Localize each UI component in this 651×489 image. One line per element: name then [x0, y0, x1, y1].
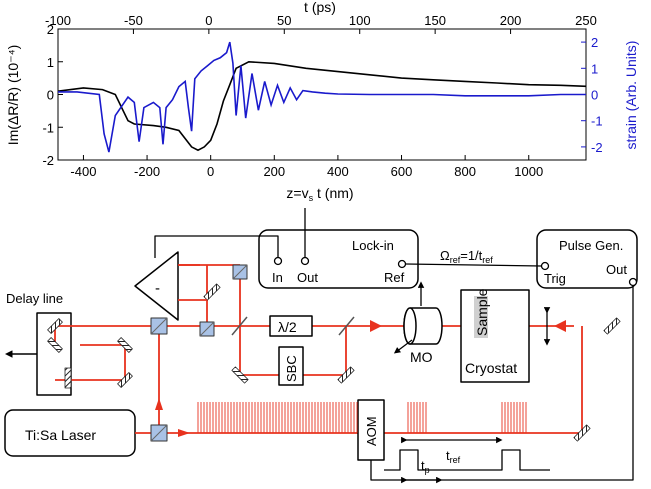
- lockin-ref-label: Ref: [384, 270, 405, 285]
- omega-label: Ωref=1/tref: [440, 248, 493, 265]
- top-tick-label: -50: [124, 13, 143, 28]
- cryostat-box: [460, 289, 530, 383]
- top-tick-label: 250: [575, 13, 597, 28]
- plate-left: [231, 316, 248, 336]
- y-right-tick-label: -2: [591, 140, 603, 155]
- y-right-tick-label: 0: [591, 88, 598, 103]
- lockin-out-port: [300, 256, 310, 266]
- cryostat-label: Cryostat: [465, 360, 517, 376]
- top-tick-label: 200: [500, 13, 522, 28]
- x-tick-label: -400: [70, 164, 96, 179]
- y-right-tick-label: 1: [591, 61, 598, 76]
- beam-arrow-to-mo: [370, 320, 382, 332]
- y-left-tick-label: 1: [47, 55, 54, 70]
- lockin-in-port: [273, 256, 283, 266]
- top-tick-label: 150: [424, 13, 446, 28]
- x-tick-label: 600: [391, 164, 413, 179]
- pulse-gen-label: Pulse Gen.: [559, 238, 623, 253]
- detector-minus: -: [155, 280, 160, 297]
- mo-lens: [403, 307, 417, 345]
- beam-arrow-right: [178, 429, 190, 437]
- tp-label: tp: [421, 458, 430, 475]
- detector-amplifier: [134, 251, 179, 321]
- lockin-ref-port: [397, 259, 407, 269]
- laser-label: Ti:Sa Laser: [25, 427, 96, 443]
- lockin-out-label: Out: [297, 270, 318, 285]
- lockin-label: Lock-in: [352, 238, 394, 253]
- beam-arrow-to-sample: [554, 320, 566, 332]
- x-tick-label: -200: [134, 164, 160, 179]
- y-left-tick-label: -2: [42, 153, 54, 168]
- bottom-axis-label: z=vs t (nm): [286, 185, 353, 203]
- x-tick-label: 0: [207, 164, 214, 179]
- top-tick-label: 50: [277, 13, 291, 28]
- x-tick-label: 200: [263, 164, 285, 179]
- strain-chart: t (ps) z=vs t (nm) Im(ΔR/R) (10⁻⁴) strai…: [5, 0, 639, 203]
- trig-port: [540, 261, 550, 271]
- top-axis-label: t (ps): [304, 0, 336, 15]
- sample-plate: [474, 296, 488, 338]
- mo-arrow-diag: [393, 339, 413, 354]
- aom-drive-wire: [370, 286, 634, 481]
- top-tick-label: 0: [205, 13, 212, 28]
- sbc-label: SBC: [284, 355, 299, 382]
- sample-label: Sample: [474, 288, 490, 336]
- sbc-box: [278, 346, 304, 386]
- strain-line: [58, 41, 586, 153]
- timing-waveform: [384, 449, 550, 471]
- y-left-tick-label: 0: [47, 88, 54, 103]
- tref-label: tref: [446, 448, 461, 465]
- x-tick-label: 1000: [514, 164, 543, 179]
- left-axis-label: Im(ΔR/R) (10⁻⁴): [5, 45, 21, 146]
- half-wave-label: λ/2: [278, 319, 297, 335]
- x-tick-label: 800: [454, 164, 476, 179]
- ref-trig-wire: [405, 263, 542, 267]
- x-tick-label: 400: [327, 164, 349, 179]
- mo-label: MO: [410, 349, 433, 365]
- aom-label: AOM: [364, 416, 379, 446]
- y-left-tick-label: -1: [42, 120, 54, 135]
- pulse-out-port: [628, 277, 638, 287]
- y-right-tick-label: 2: [591, 35, 598, 50]
- pulse-out-label: Out: [606, 262, 627, 277]
- trig-label: Trig: [544, 271, 566, 286]
- top-tick-label: -100: [45, 13, 71, 28]
- lockin-in-label: In: [272, 270, 283, 285]
- beam-arrow-up: [155, 398, 163, 410]
- splitter-diagonals: [150, 264, 248, 442]
- pulse-gen-box: [536, 229, 638, 289]
- top-tick-label: 100: [349, 13, 371, 28]
- aom-box: [357, 399, 385, 461]
- y-left-tick-label: 2: [47, 22, 54, 37]
- plot-frame: [57, 28, 587, 161]
- right-axis-label: strain (Arb. Units): [623, 41, 639, 150]
- half-wave-plate: [269, 315, 313, 337]
- setup-diagram: Lock-in In Out Ref Pulse Gen. Trig Out Ω…: [4, 208, 638, 484]
- lockin-box: [258, 229, 419, 289]
- delay-line-label: Delay line: [6, 291, 63, 306]
- reflectivity-line: [57, 60, 587, 152]
- y-right-tick-label: -1: [591, 114, 603, 129]
- mirrors: [47, 283, 621, 442]
- plate-right: [338, 316, 355, 336]
- detector-wire: [154, 235, 279, 258]
- pulse-trains: [197, 402, 527, 433]
